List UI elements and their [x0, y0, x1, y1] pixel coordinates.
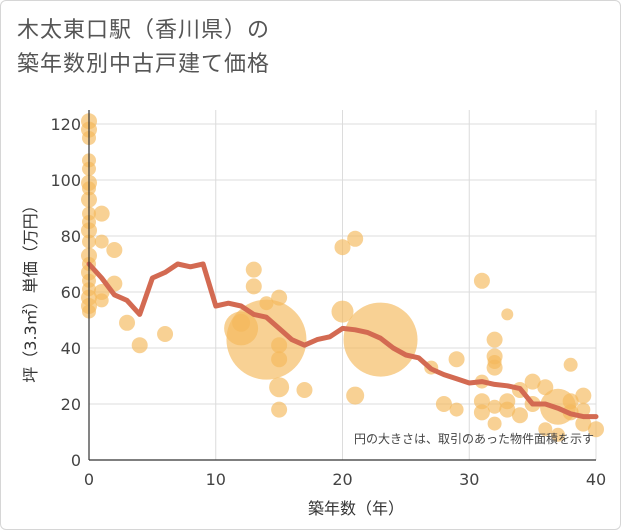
bubble-point: [576, 402, 591, 417]
bubble-point: [524, 373, 541, 390]
y-tick-label: 120: [50, 115, 81, 134]
bubble-point: [334, 239, 351, 256]
bubble-point: [487, 416, 502, 431]
bubble-point: [119, 314, 136, 331]
bubble-point: [486, 359, 503, 376]
bubble-point: [94, 234, 109, 249]
bubble-point: [271, 337, 288, 354]
bubble-size-note: 円の大きさは、取引のあった物件面積を示す: [354, 431, 594, 446]
bubble-point: [271, 351, 288, 368]
bubble-point: [588, 421, 604, 438]
y-tick-label: 60: [61, 283, 81, 302]
bubble-point: [511, 407, 528, 424]
y-tick-label: 20: [61, 395, 81, 414]
bubble-point: [499, 401, 516, 418]
bubble-point: [271, 401, 288, 418]
bubble-point: [245, 278, 262, 295]
bubble-point: [562, 393, 579, 410]
bubble-point: [487, 399, 502, 414]
bubble-point: [245, 261, 262, 278]
bubble-point: [435, 396, 452, 412]
bubble-point: [486, 331, 503, 348]
y-tick-label: 40: [61, 339, 81, 358]
bubble-point: [550, 427, 565, 442]
bubble-point: [473, 272, 490, 289]
bubble-point: [271, 289, 288, 306]
bubble-point: [347, 230, 364, 247]
x-axis-label: 築年数（年）: [308, 499, 404, 518]
bubble-point: [331, 300, 354, 323]
bubble-point: [346, 386, 365, 405]
y-tick-label: 80: [61, 227, 81, 246]
x-tick-label: 20: [332, 470, 352, 489]
x-tick-label: 40: [586, 470, 606, 489]
bubble-point: [575, 387, 592, 404]
bubble-point: [94, 293, 109, 308]
axes: 0 20 40 60 80 100 120 0 10 20 30 40: [50, 110, 606, 489]
bubble-point: [296, 382, 313, 398]
bubble-point: [575, 415, 592, 432]
bubble-layer: [81, 113, 604, 442]
bubble-point: [563, 357, 578, 372]
bubble-point: [449, 402, 464, 417]
bubble-point: [269, 377, 290, 398]
bubble-point: [501, 308, 514, 321]
y-tick-label: 100: [50, 171, 81, 190]
bubble-point: [448, 351, 465, 368]
bubble-point: [106, 242, 123, 258]
x-tick-label: 10: [206, 470, 226, 489]
bubble-point: [473, 393, 490, 410]
bubble-point: [93, 205, 110, 222]
title-line-1: 木太東口駅（香川県）の: [17, 18, 271, 43]
bubble-point: [473, 404, 490, 421]
trend-line: [86, 261, 599, 420]
bubble-point: [538, 422, 553, 437]
chart-title: 木太東口駅（香川県）の 築年数別中古戸建て価格: [17, 14, 270, 82]
y-axis-label: 坪（3.3㎡）単価（万円）: [21, 197, 40, 382]
bubble-point: [157, 326, 174, 342]
x-tick-label: 30: [459, 470, 479, 489]
x-tick-label: 0: [84, 470, 94, 489]
bubble-point: [131, 337, 148, 354]
bubble-point: [259, 296, 274, 311]
y-tick-label: 0: [71, 451, 81, 470]
title-line-2: 築年数別中古戸建て価格: [17, 52, 271, 77]
